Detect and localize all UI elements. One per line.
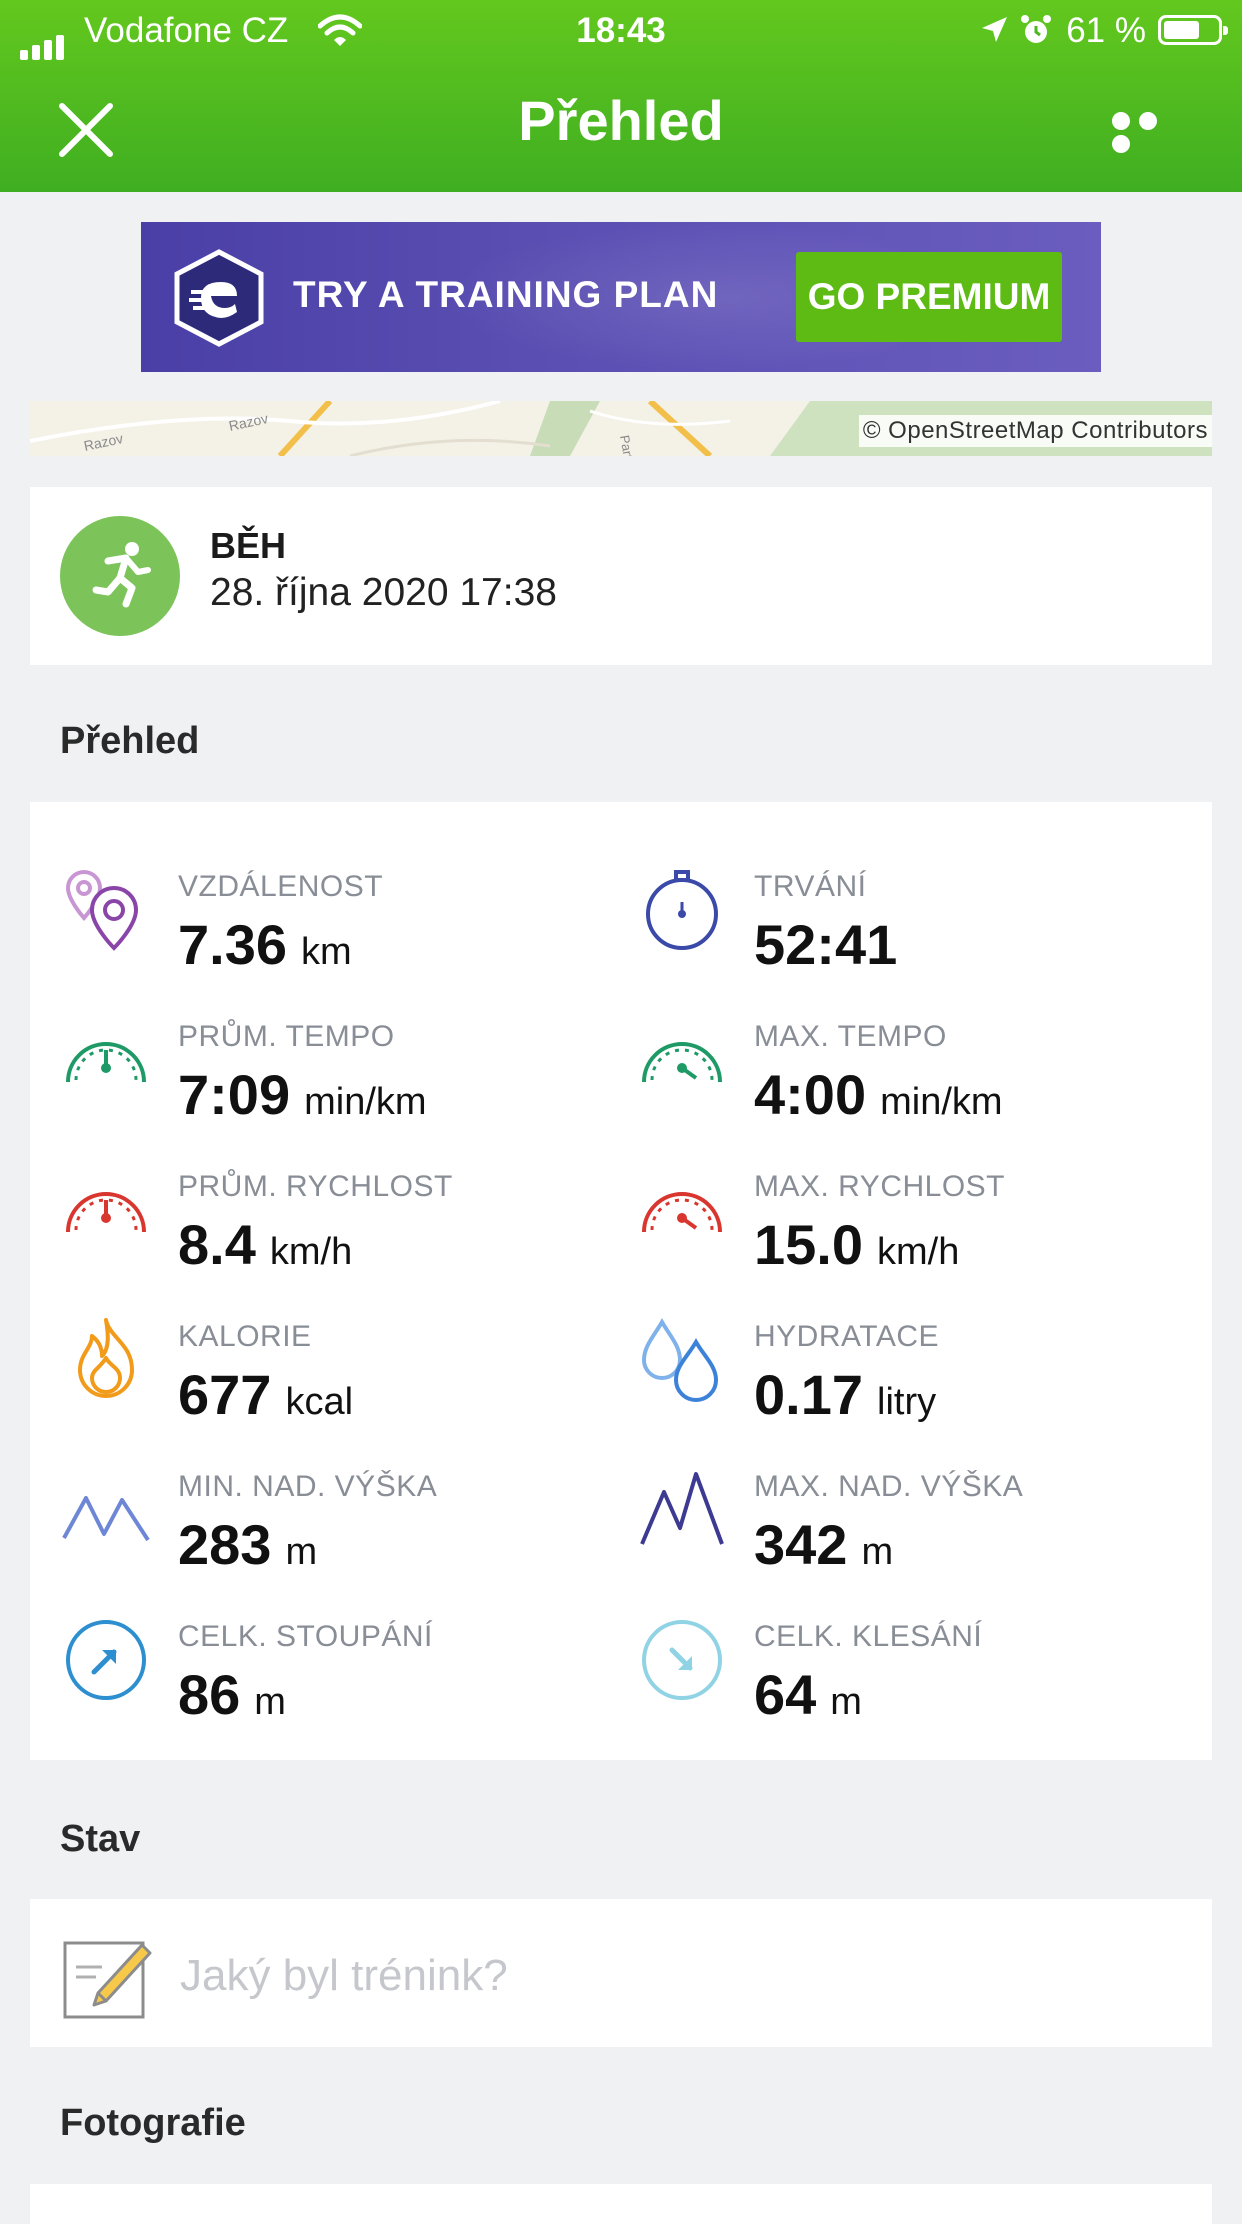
stat-min-altitude: MIN. NAD. VÝŠKA 283 m [58, 1462, 618, 1602]
stat-value: 4:00 [754, 1063, 867, 1126]
battery-percent: 61 % [1066, 11, 1146, 50]
stat-label: VZDÁLENOST [178, 870, 384, 903]
stat-value: 342 [754, 1513, 848, 1576]
stat-label: CELK. STOUPÁNÍ [178, 1620, 433, 1653]
stat-value: 283 [178, 1513, 272, 1576]
stat-value: 7.36 [178, 913, 287, 976]
page-title: Přehled [518, 89, 724, 152]
battery-icon [1158, 15, 1228, 45]
stat-unit: min/km [880, 1081, 1003, 1123]
stat-label: MAX. RYCHLOST [754, 1170, 1005, 1203]
stat-label: TRVÁNÍ [754, 870, 867, 903]
stat-unit: kcal [285, 1381, 354, 1423]
ascent-icon [66, 1620, 146, 1700]
stat-total-descent: CELK. KLESÁNÍ 64 m [634, 1612, 1194, 1752]
overview-section-title: Přehled [60, 720, 200, 762]
location-arrow-icon [982, 17, 1007, 42]
stat-unit: litry [877, 1381, 937, 1423]
stopwatch-icon [646, 870, 718, 950]
stat-value: 64 [754, 1663, 817, 1726]
stat-unit: min/km [304, 1081, 427, 1123]
stat-max-pace: MAX. TEMPO 4:00 min/km [634, 1012, 1194, 1152]
avg-pace-gauge-icon [66, 1042, 146, 1083]
stat-label: KALORIE [178, 1320, 312, 1353]
stat-duration: TRVÁNÍ 52:41 [634, 862, 1194, 1002]
stat-unit: m [830, 1681, 862, 1723]
activity-card: BĚH 28. října 2020 17:38 [30, 487, 1212, 665]
stat-value: 0.17 [754, 1363, 863, 1426]
stat-label: MAX. TEMPO [754, 1020, 947, 1053]
max-pace-gauge-icon [642, 1042, 722, 1083]
promo-text: TRY A TRAINING PLAN [293, 274, 719, 315]
activity-type: BĚH [210, 525, 287, 566]
map-label: Partyz [617, 434, 638, 456]
alarm-icon [1021, 15, 1051, 43]
photos-card[interactable] [30, 2184, 1212, 2224]
route-map[interactable]: Razov Razov Partyz © OpenStreetMap Contr… [30, 401, 1212, 456]
stat-hydration: HYDRATACE 0.17 litry [634, 1312, 1194, 1452]
water-drops-icon [641, 1317, 719, 1402]
stat-value: 86 [178, 1663, 241, 1726]
stat-label: CELK. KLESÁNÍ [754, 1620, 983, 1653]
stat-distance: VZDÁLENOST 7.36 km [58, 862, 618, 1002]
stat-label: MIN. NAD. VÝŠKA [178, 1470, 438, 1503]
top-bar: Vodafone CZ 18:43 61 % Přehled [0, 0, 1242, 192]
stat-unit: m [285, 1531, 318, 1573]
descent-icon [642, 1620, 722, 1700]
close-icon[interactable] [56, 100, 116, 160]
min-altitude-icon [62, 1496, 150, 1542]
stat-label: HYDRATACE [754, 1320, 940, 1353]
stat-label: PRŮM. TEMPO [178, 1020, 395, 1053]
stat-value: 8.4 [178, 1213, 256, 1276]
status-placeholder: Jaký byl trénink? [180, 1951, 508, 2000]
map-attribution[interactable]: © OpenStreetMap Contributors [858, 415, 1212, 447]
max-speed-gauge-icon [642, 1192, 722, 1233]
carrier-name: Vodafone CZ [84, 11, 289, 50]
stat-unit: m [254, 1681, 286, 1723]
stat-avg-speed: PRŮM. RYCHLOST 8.4 km/h [58, 1162, 618, 1302]
stat-label: MAX. NAD. VÝŠKA [754, 1470, 1024, 1503]
stat-value: 52:41 [754, 913, 898, 976]
status-section-title: Stav [60, 1818, 141, 1860]
stat-value: 7:09 [178, 1063, 291, 1126]
stat-total-ascent: CELK. STOUPÁNÍ 86 m [58, 1612, 618, 1752]
avg-speed-gauge-icon [66, 1192, 146, 1233]
training-plan-hexagon-icon [174, 249, 264, 347]
signal-icon [20, 20, 68, 60]
stat-unit: km/h [269, 1231, 353, 1273]
stat-unit: km/h [877, 1231, 960, 1273]
activity-date: 28. října 2020 17:38 [210, 571, 557, 614]
promo-banner[interactable]: TRY A TRAINING PLAN GO PREMIUM [141, 222, 1101, 372]
go-premium-button[interactable]: GO PREMIUM [796, 252, 1062, 342]
running-icon [60, 516, 180, 636]
photos-section-title: Fotografie [60, 2102, 246, 2144]
stat-avg-pace: PRŮM. TEMPO 7:09 min/km [58, 1012, 618, 1152]
stats-card: VZDÁLENOST 7.36 km TRVÁNÍ 52:41 PRŮM. TEM… [30, 802, 1212, 1760]
stat-unit: m [861, 1531, 894, 1573]
clock: 18:43 [576, 11, 666, 50]
status-bar: Vodafone CZ 18:43 61 % [0, 0, 1242, 62]
distance-pin-icon [65, 869, 139, 951]
status-note-field[interactable]: Jaký byl trénink? [30, 1899, 1212, 2047]
more-options-icon[interactable] [1112, 112, 1186, 153]
stat-value: 677 [178, 1363, 272, 1426]
max-altitude-icon [640, 1472, 724, 1545]
stat-label: PRŮM. RYCHLOST [178, 1170, 453, 1203]
stat-calories: KALORIE 677 kcal [58, 1312, 618, 1452]
flame-icon [78, 1318, 134, 1398]
stat-value: 15.0 [754, 1213, 863, 1276]
stat-max-altitude: MAX. NAD. VÝŠKA 342 m [634, 1462, 1194, 1602]
edit-note-icon [63, 1941, 152, 2019]
stat-max-speed: MAX. RYCHLOST 15.0 km/h [634, 1162, 1194, 1302]
stat-unit: km [301, 931, 352, 973]
wifi-icon [318, 14, 362, 46]
